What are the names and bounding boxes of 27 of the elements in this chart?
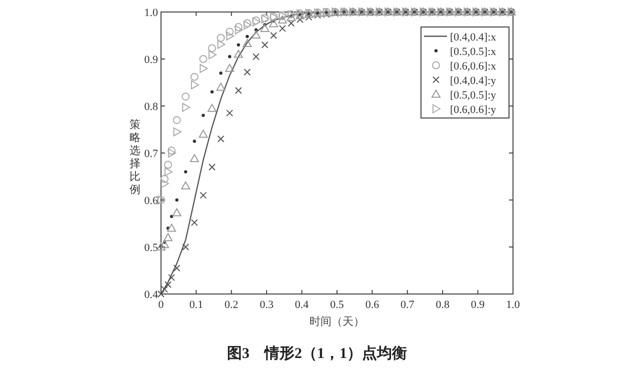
y-tick-label: 0.9 — [144, 54, 158, 66]
x-tick-label: 0 — [158, 299, 164, 311]
x-tick-label: 0.7 — [400, 299, 415, 311]
legend-label: [0.5,0.5]:x — [450, 46, 497, 58]
y-tick-label: 0.4 — [144, 289, 158, 301]
y-tick-label: 0.5 — [144, 242, 158, 254]
y-tick-label: 1.0 — [144, 7, 158, 19]
x-tick-label: 0.2 — [224, 299, 238, 311]
x-tick-label: 0.4 — [294, 299, 310, 311]
x-tick-label: 0.8 — [436, 299, 450, 311]
x-axis-title: 时间（天） — [310, 315, 364, 328]
y-tick-label: 0.6 — [144, 195, 158, 207]
x-tick-label: 0.9 — [470, 299, 486, 311]
x-tick-label: 0.3 — [260, 299, 274, 311]
legend-label: [0.4,0.4]:y — [450, 74, 497, 87]
legend-label: [0.6,0.6]:x — [450, 60, 497, 72]
x-tick-label: 0.5 — [330, 299, 344, 311]
legend-label: [0.4,0.4]:x — [450, 31, 497, 44]
legend-label: [0.5,0.5]:y — [450, 89, 497, 102]
y-tick-label: 0.7 — [144, 148, 158, 160]
x-tick-label: 0.6 — [365, 299, 380, 311]
x-tick-label: 0.1 — [189, 299, 204, 311]
y-axis-title: 策略选择比例 — [130, 119, 140, 196]
x-tick-label: 1.0 — [506, 299, 520, 311]
legend-label: [0.6,0.6]:y — [450, 104, 497, 116]
text: 图3 情形2（1，1）点均衡 — [227, 345, 407, 362]
y-tick-label: 0.8 — [144, 101, 158, 113]
